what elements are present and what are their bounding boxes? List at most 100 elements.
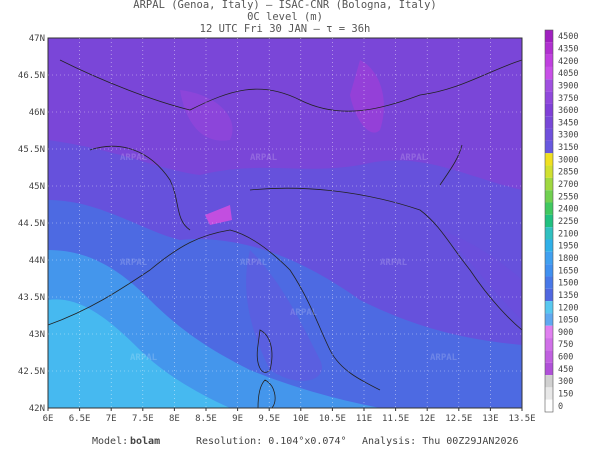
colorbar-label: 1650	[558, 266, 578, 276]
lon-label: 6E	[43, 414, 54, 424]
lon-label: 9.5E	[258, 414, 280, 424]
header-line: 0C level (m)	[247, 11, 323, 23]
colorbar-cell	[545, 276, 553, 289]
colorbar-label: 3300	[558, 131, 578, 141]
colorbar-label: 1500	[558, 279, 578, 289]
colorbar-label: 2550	[558, 192, 578, 202]
colorbar-label: 1950	[558, 242, 578, 252]
colorbar-label: 0	[558, 402, 563, 412]
colorbar-label: 2700	[558, 180, 578, 190]
colorbar-cell	[545, 387, 553, 400]
colorbar-cell	[545, 288, 553, 302]
watermark: ARPAL	[400, 153, 428, 163]
colorbar-label: 900	[558, 328, 573, 338]
lon-label: 11.5E	[382, 414, 409, 424]
colorbar-cell	[545, 227, 553, 240]
colorbar-cell	[545, 30, 553, 43]
watermark: ARPAL	[250, 153, 278, 163]
lon-label: 8E	[169, 414, 180, 424]
colorbar-label: 3600	[558, 106, 578, 116]
footer-model-label: Model:	[92, 436, 128, 447]
colorbar-cell	[545, 239, 553, 252]
lon-label: 9E	[232, 414, 243, 424]
colorbar-label: 300	[558, 377, 573, 387]
watermark: ARPAL	[240, 258, 268, 268]
colorbar-label: 3000	[558, 155, 578, 165]
lat-label: 42N	[29, 404, 45, 414]
lon-label: 7E	[106, 414, 117, 424]
colorbar-cell	[545, 338, 553, 351]
header-line: 12 UTC Fri 30 JAN – τ = 36h	[200, 23, 371, 35]
watermark: ARPAL	[430, 353, 458, 363]
colorbar-label: 600	[558, 353, 573, 363]
lat-label: 44N	[29, 256, 45, 266]
colorbar-cell	[545, 66, 553, 80]
colorbar-cell	[545, 116, 553, 129]
colorbar-label: 2250	[558, 217, 578, 227]
lon-label: 10E	[293, 414, 309, 424]
lat-label: 46.5N	[18, 71, 45, 81]
lon-label: 11E	[356, 414, 372, 424]
lat-label: 44.5N	[18, 219, 45, 229]
coastlines	[47, 59, 523, 409]
colorbar-label: 4500	[558, 32, 578, 42]
colorbar-label: 2100	[558, 229, 578, 239]
colorbar-label: 1200	[558, 303, 578, 313]
colorbar-cell	[545, 251, 553, 265]
lon-label: 6.5E	[69, 414, 91, 424]
colorbar-cell	[545, 153, 553, 166]
colorbar-cell	[545, 313, 553, 326]
colorbar-cell	[545, 325, 553, 339]
watermark: ARPAL	[380, 258, 408, 268]
colorbar-frame	[544, 29, 554, 413]
colorbar-label: 4050	[558, 69, 578, 79]
colorbar-cell	[545, 264, 553, 277]
colorbar-label: 1050	[558, 316, 578, 326]
lat-label: 45.5N	[18, 145, 45, 155]
map-field	[48, 38, 522, 408]
colorbar-label: 1800	[558, 254, 578, 264]
colorbar-cell	[545, 79, 553, 92]
watermark: ARPAL	[290, 308, 318, 318]
lat-label: 46N	[29, 108, 45, 118]
footer-analysis: Analysis: Thu 00Z29JAN2026	[362, 436, 519, 447]
lon-label: 10.5E	[319, 414, 346, 424]
colorbar-cell	[545, 301, 553, 314]
colorbar-cell	[545, 190, 553, 203]
colorbar-cell	[545, 375, 553, 388]
lon-label: 12.5E	[445, 414, 472, 424]
header-line: ARPAL (Genoa, Italy) – ISAC-CNR (Bologna…	[133, 0, 436, 11]
colorbar-label: 4350	[558, 44, 578, 54]
colorbar-cell	[545, 177, 553, 191]
colorbar-label: 750	[558, 340, 573, 350]
lon-label: 12E	[419, 414, 435, 424]
colorbar-label: 150	[558, 390, 573, 400]
colorbar-cell	[545, 214, 553, 228]
colorbar-cell	[545, 362, 553, 376]
colorbar-cell	[545, 202, 553, 215]
colorbar-cell	[545, 165, 553, 178]
colorbar-cell	[545, 42, 553, 55]
lat-label: 43N	[29, 330, 45, 340]
colorbar-label: 3450	[558, 118, 578, 128]
colorbar-label: 3900	[558, 81, 578, 91]
watermark: ARPAL	[130, 353, 158, 363]
lat-label: 47N	[29, 34, 45, 44]
colorbar-label: 3750	[558, 94, 578, 104]
colorbar-cell	[545, 350, 553, 363]
colorbar-label: 2400	[558, 205, 578, 215]
colorbar-label: 450	[558, 365, 573, 375]
footer-model: bolam	[130, 436, 160, 447]
colorbar-label: 2850	[558, 168, 578, 178]
lat-label: 42.5N	[18, 367, 45, 377]
footer-resolution: Resolution: 0.104°x0.074°	[196, 436, 347, 447]
colorbar-label: 4200	[558, 57, 578, 67]
watermark: ARPAL	[120, 258, 148, 268]
lat-label: 45N	[29, 182, 45, 192]
colorbar-cell	[545, 91, 553, 104]
colorbar-cell	[545, 54, 553, 67]
colorbar-cell	[545, 103, 553, 117]
watermark: ARPAL	[120, 153, 148, 163]
lat-label: 43.5N	[18, 293, 45, 303]
